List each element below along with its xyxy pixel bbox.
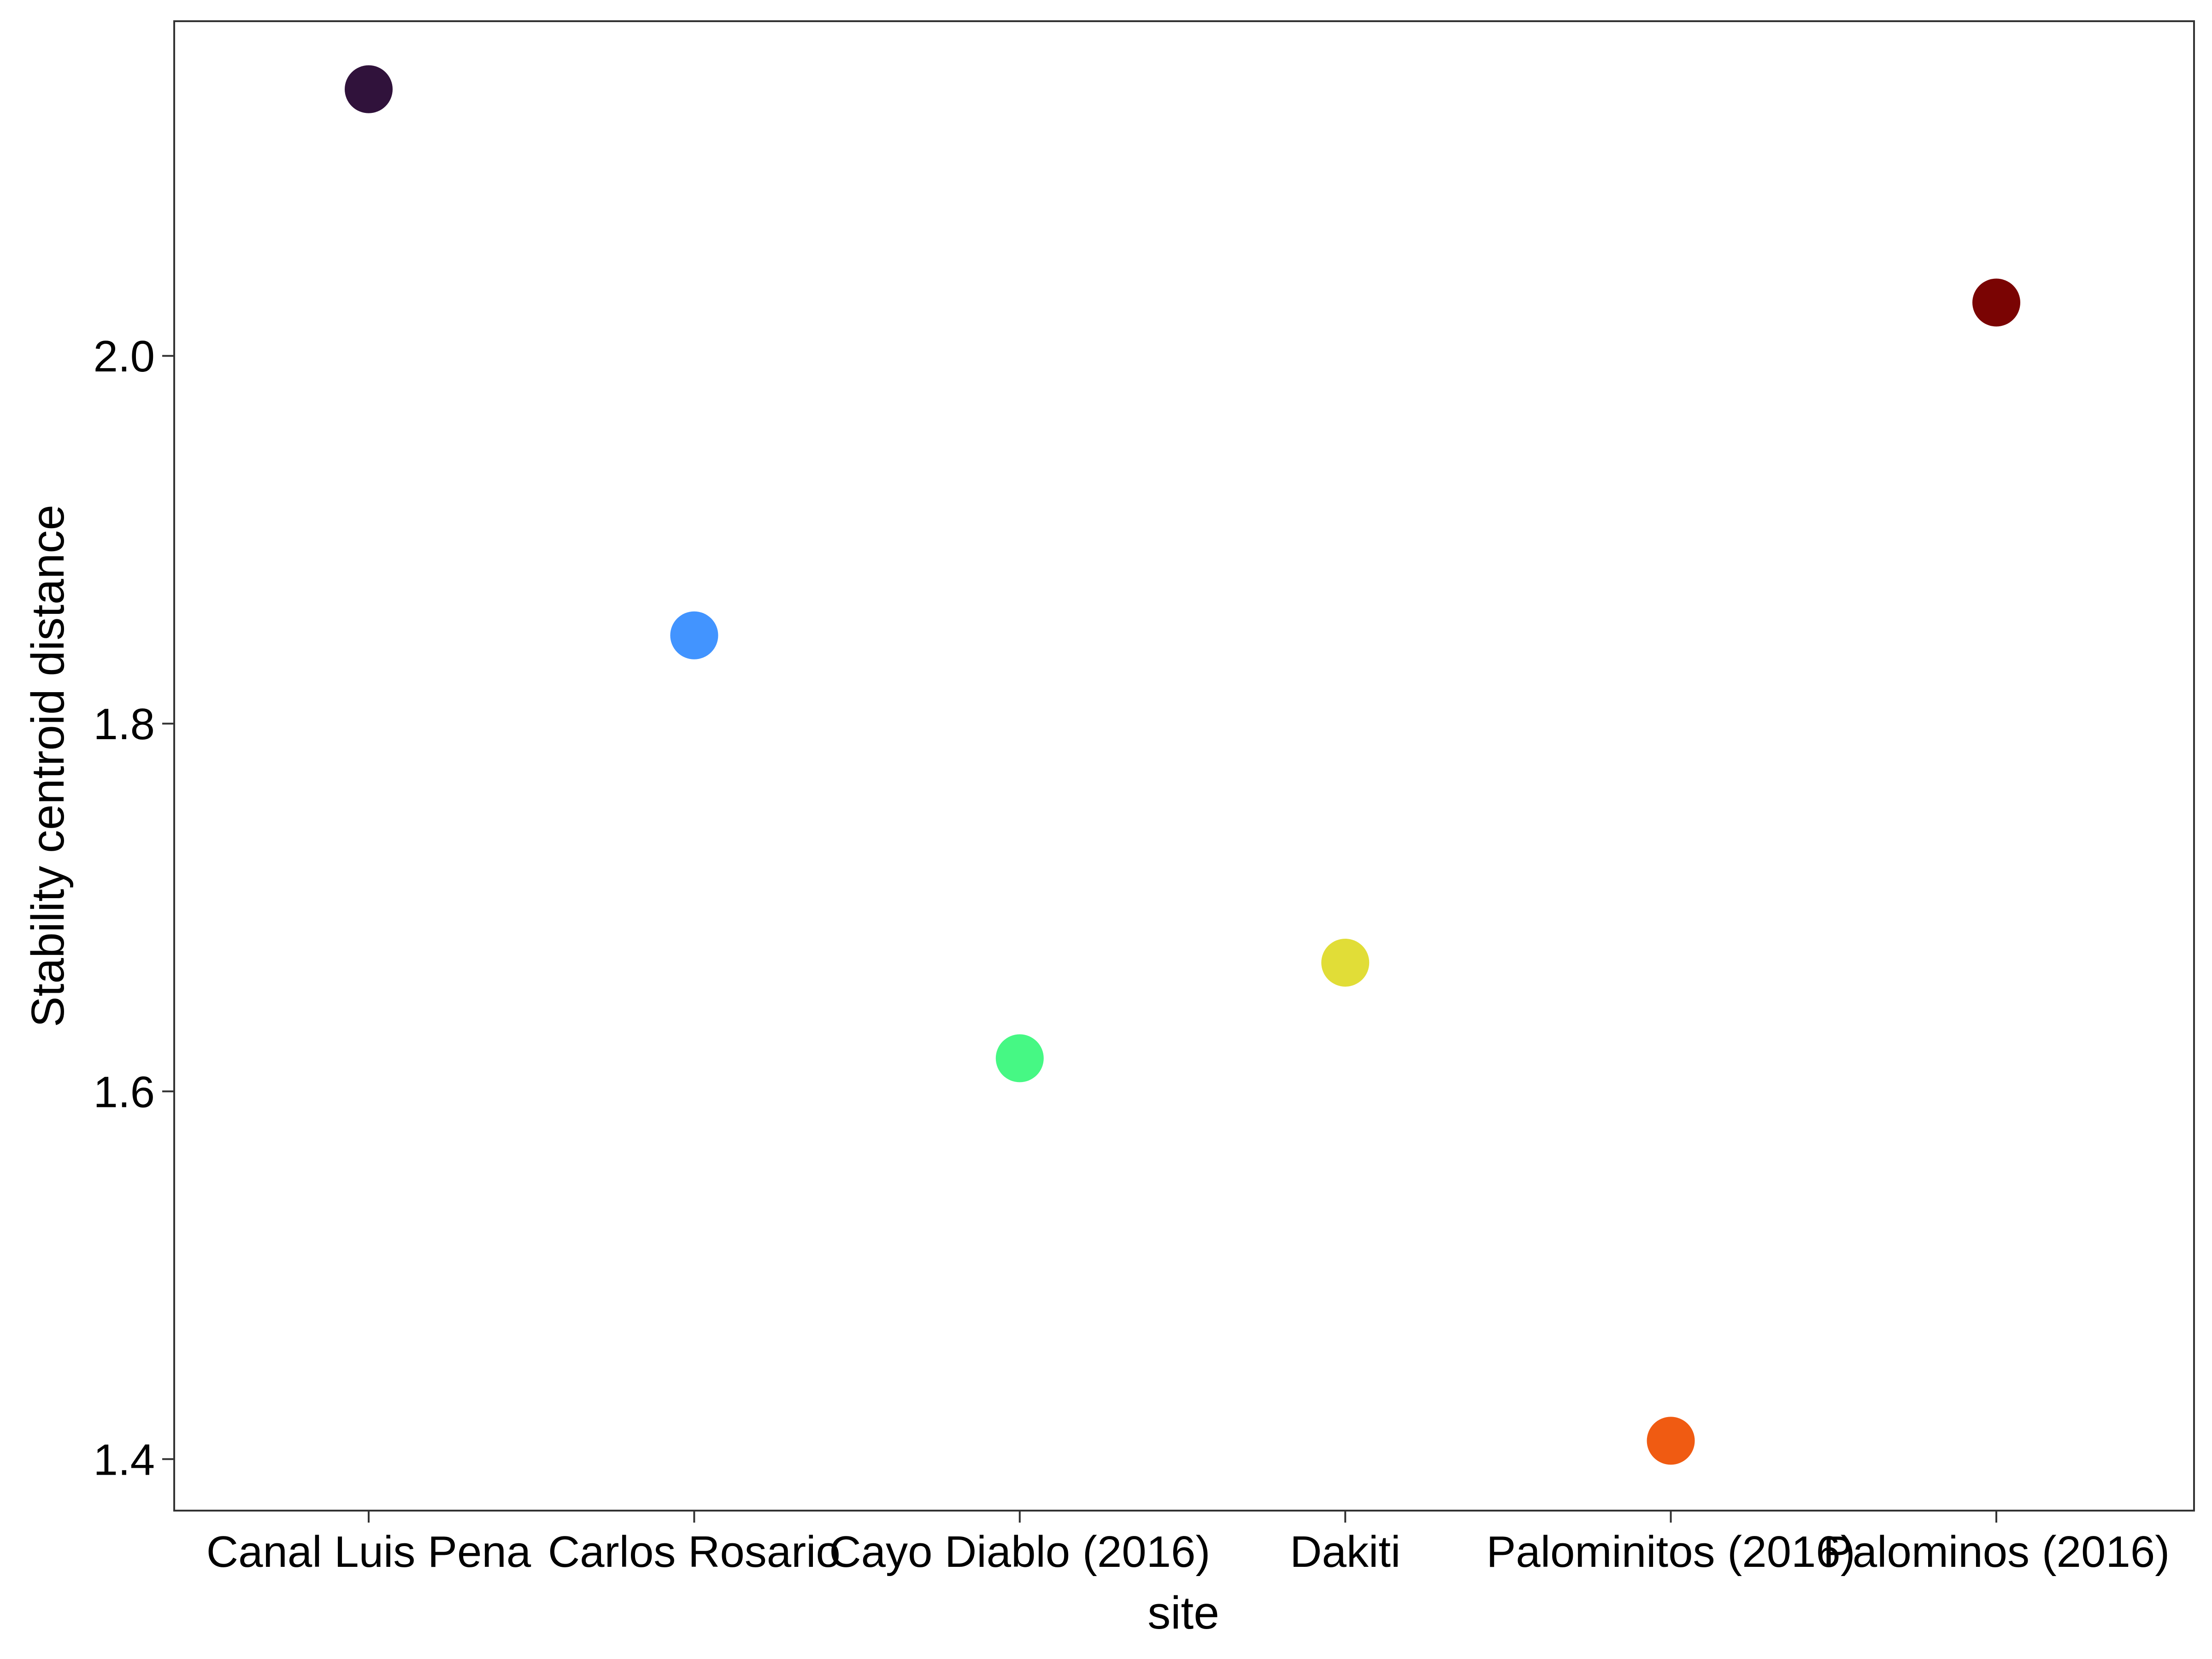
y-tick-label: 2.0 <box>94 332 155 381</box>
plot-frame <box>173 20 2195 1512</box>
points-group <box>345 65 2020 1465</box>
x-axis-title: site <box>1147 1587 1219 1639</box>
x-tick-label: Palominos (2016) <box>1823 1527 2170 1577</box>
y-tick-label: 1.8 <box>94 700 155 749</box>
x-tick-label: Cayo Diablo (2016) <box>829 1527 1210 1577</box>
y-tick-label: 1.6 <box>94 1067 155 1117</box>
y-axis-title: Stability centroid distance <box>22 505 74 1027</box>
x-tick-label: Canal Luis Pena <box>206 1527 531 1577</box>
x-tick-label: Palominitos (2016) <box>1486 1527 1855 1577</box>
y-tick-label: 1.4 <box>94 1435 155 1484</box>
data-point <box>345 65 393 113</box>
x-tick-label: Carlos Rosario <box>548 1527 841 1577</box>
data-point <box>1321 938 1370 987</box>
x-tick-label: Dakiti <box>1290 1527 1400 1577</box>
data-point <box>995 1034 1044 1082</box>
data-point <box>1972 278 2020 327</box>
data-point <box>670 611 718 659</box>
axes-group: 1.4 1.6 1.8 2.0 Canal Luis Pena Carlos Rosari… <box>94 332 2170 1577</box>
data-point <box>1647 1417 1695 1465</box>
